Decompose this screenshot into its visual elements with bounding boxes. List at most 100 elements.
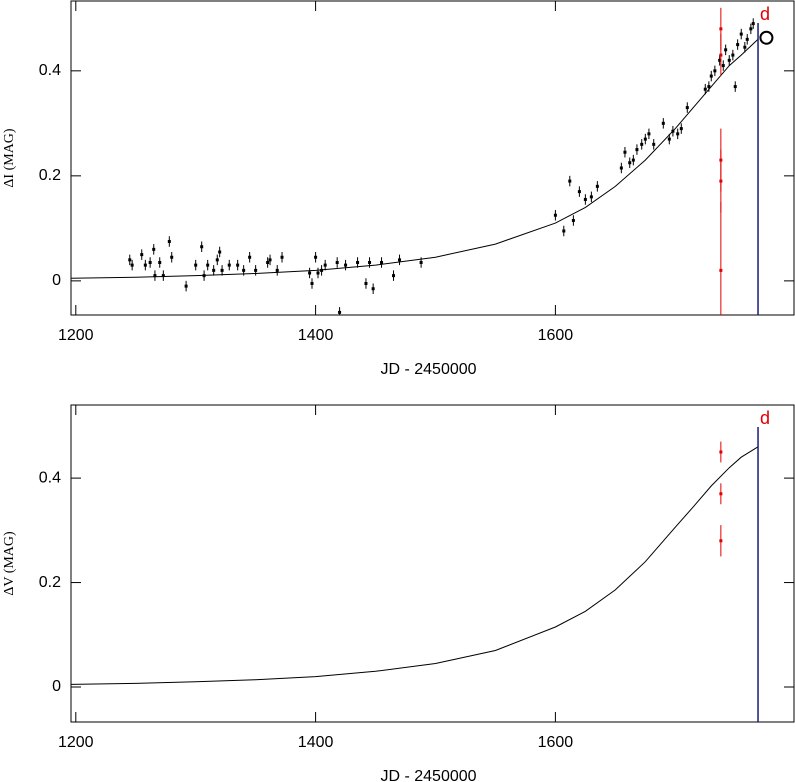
data-point — [619, 166, 623, 170]
data-point — [583, 197, 587, 201]
data-point — [589, 195, 593, 199]
data-point — [335, 260, 339, 264]
y-axis-label: ΔI (MAG) — [2, 128, 17, 187]
data-point — [143, 263, 147, 267]
data-point — [153, 274, 157, 278]
y-tick-label: 0 — [52, 678, 61, 695]
data-point — [631, 158, 635, 162]
data-point — [323, 263, 327, 267]
data-point — [628, 161, 632, 165]
data-point — [719, 492, 723, 496]
data-point — [212, 268, 216, 272]
data-point — [733, 85, 737, 89]
data-point — [739, 32, 743, 36]
data-point — [280, 255, 284, 259]
plot-frame — [70, 404, 795, 723]
data-point — [562, 229, 566, 233]
data-point — [254, 268, 258, 272]
data-point — [202, 274, 206, 278]
data-point — [392, 274, 396, 278]
data-point — [577, 190, 581, 194]
plot-frame — [70, 0, 795, 316]
data-point — [623, 150, 627, 154]
data-point — [380, 260, 384, 264]
data-point — [167, 239, 171, 243]
data-point — [218, 250, 222, 254]
data-point — [671, 129, 675, 133]
data-point — [275, 268, 279, 272]
panel: 1200 1400 1600 0 0.2 0.4 JD - 2450000 ΔV (MAG) d — [2, 404, 795, 782]
data-point — [314, 255, 318, 259]
event-label: d — [760, 408, 770, 428]
data-point — [640, 142, 644, 146]
data-point — [595, 184, 599, 188]
data-point — [719, 27, 723, 31]
data-point — [194, 263, 198, 267]
x-tick-label: 1400 — [298, 734, 334, 751]
data-point — [751, 22, 755, 26]
data-point — [200, 245, 204, 249]
data-point — [371, 287, 375, 291]
data-point — [419, 260, 423, 264]
data-point — [667, 137, 671, 141]
data-point — [215, 258, 219, 262]
data-point — [184, 284, 188, 288]
data-point — [320, 268, 324, 272]
data-point — [310, 281, 314, 285]
open-circle-marker — [759, 30, 774, 45]
data-point — [745, 37, 749, 41]
x-tick-label: 1600 — [538, 327, 574, 344]
data-point — [721, 64, 725, 68]
data-point — [158, 260, 162, 264]
x-tick-label: 1400 — [298, 327, 334, 344]
data-point — [703, 87, 707, 91]
data-point — [727, 58, 731, 62]
y-tick-label: 0 — [52, 272, 61, 289]
data-point — [635, 148, 639, 152]
data-point — [170, 255, 174, 259]
data-point — [130, 263, 134, 267]
data-point — [364, 281, 368, 285]
data-point — [749, 27, 753, 31]
y-tick-label: 0.4 — [39, 469, 61, 486]
model-curve — [70, 38, 759, 279]
data-point — [736, 43, 740, 47]
data-point — [719, 268, 723, 272]
data-point — [713, 69, 717, 73]
y-tick-label: 0.2 — [39, 574, 61, 591]
panel: 1200 1400 1600 0 0.2 0.4 JD - 2450000 ΔI (MAG) d — [2, 0, 795, 378]
data-point — [571, 218, 575, 222]
data-point — [236, 263, 240, 267]
data-point — [661, 121, 665, 125]
data-point — [128, 258, 132, 262]
data-point — [398, 258, 402, 262]
data-point — [368, 260, 372, 264]
data-point — [152, 247, 156, 251]
data-point — [731, 53, 735, 57]
data-point — [719, 450, 723, 454]
data-point — [652, 142, 656, 146]
data-point — [161, 274, 165, 278]
data-point — [338, 310, 342, 314]
data-point — [679, 127, 683, 131]
y-axis-label: ΔV (MAG) — [2, 531, 17, 596]
data-point — [227, 263, 231, 267]
y-tick-label: 0.2 — [39, 167, 61, 184]
data-point — [268, 258, 272, 262]
data-point — [743, 45, 747, 49]
data-point — [707, 85, 711, 89]
data-point — [344, 263, 348, 267]
y-tick-label: 0.4 — [39, 62, 61, 79]
data-point — [643, 137, 647, 141]
x-tick-label: 1200 — [58, 327, 94, 344]
data-point — [248, 255, 252, 259]
data-point — [718, 58, 722, 62]
data-point — [568, 179, 572, 183]
data-point — [308, 271, 312, 275]
data-point — [719, 539, 723, 543]
x-axis-label: JD - 2450000 — [380, 768, 476, 782]
data-point — [148, 260, 152, 264]
model-curve — [70, 446, 759, 685]
data-point — [316, 271, 320, 275]
